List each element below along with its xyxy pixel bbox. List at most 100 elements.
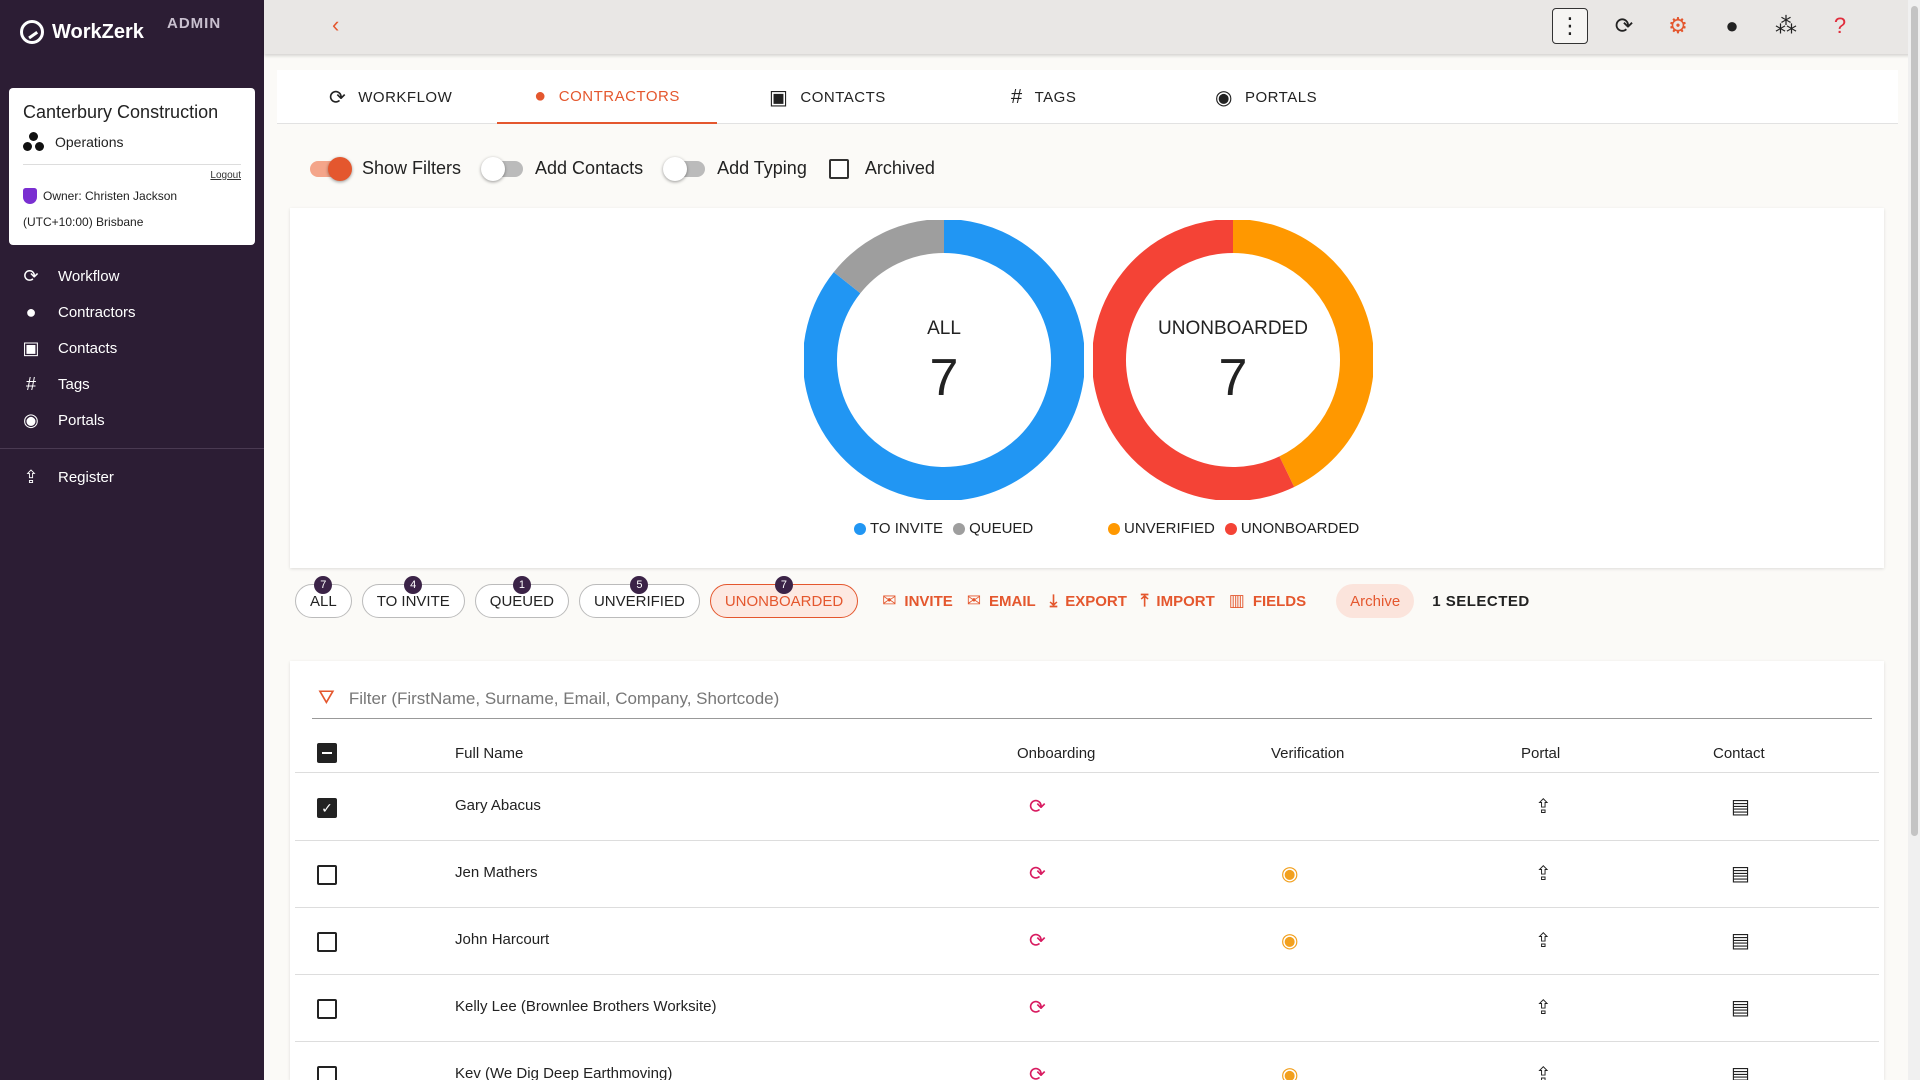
- table-row[interactable]: ✓ Gary Abacus ⟳ ⇪ ▤: [295, 774, 1879, 841]
- verification-pin-icon[interactable]: ◉: [1281, 1064, 1299, 1080]
- row-checkbox[interactable]: [317, 932, 337, 952]
- contact-file-icon[interactable]: ▤: [1731, 1064, 1750, 1080]
- sidebar-nav: ⟳ Workflow ● Contractors ▣ Contacts # Ta…: [0, 258, 264, 495]
- contact-file-icon[interactable]: ▤: [1731, 930, 1750, 952]
- portal-icon[interactable]: ⇪: [1535, 930, 1552, 952]
- brand-logo[interactable]: WorkZerk: [20, 20, 144, 44]
- onboarding-icon[interactable]: ⟳: [1029, 997, 1046, 1019]
- donut-slice-to-invite[interactable]: [804, 220, 1084, 500]
- email-button[interactable]: ✉ EMAIL: [967, 591, 1036, 611]
- donut-slice-queued[interactable]: [833, 220, 945, 294]
- archived-checkbox[interactable]: [828, 158, 849, 179]
- account-circle-icon: ●: [534, 84, 547, 107]
- row-full-name[interactable]: Kev (We Dig Deep Earthmoving): [455, 1065, 673, 1080]
- tab-workflow[interactable]: ⟳ WORKFLOW: [329, 70, 452, 124]
- contact-file-icon[interactable]: ▤: [1731, 863, 1750, 885]
- row-checkbox[interactable]: [317, 1066, 337, 1080]
- sidebar-item-contacts[interactable]: ▣ Contacts: [0, 330, 264, 366]
- legend-label: UNONBOARDED: [1240, 520, 1360, 537]
- chip-unverified[interactable]: 5 UNVERIFIED: [578, 576, 700, 618]
- verification-pin-icon[interactable]: ◉: [1281, 930, 1299, 952]
- group-icon[interactable]: ⁂: [1775, 13, 1797, 38]
- contact-file-icon[interactable]: ▤: [1731, 796, 1750, 818]
- contact-file-icon[interactable]: ▤: [1731, 997, 1750, 1019]
- more-vert-icon[interactable]: ⋮: [1552, 8, 1588, 44]
- col-portal[interactable]: Portal: [1521, 745, 1561, 762]
- onboarding-icon[interactable]: ⟳: [1029, 863, 1046, 885]
- sidebar-item-workflow[interactable]: ⟳ Workflow: [0, 258, 264, 294]
- row-full-name[interactable]: Jen Mathers: [455, 864, 538, 881]
- archive-button[interactable]: Archive: [1336, 584, 1415, 618]
- chip-to-invite[interactable]: 4 TO INVITE: [361, 576, 465, 618]
- donut-chart-all: [804, 220, 1084, 500]
- donut-slice-unonboarded[interactable]: [1093, 220, 1295, 500]
- gear-icon[interactable]: ⚙: [1668, 13, 1688, 38]
- row-full-name[interactable]: John Harcourt: [455, 931, 550, 948]
- page-scrollbar[interactable]: [1908, 0, 1920, 1080]
- chip-count-badge: 5: [630, 576, 649, 594]
- legend-item[interactable]: QUEUED: [953, 520, 1033, 537]
- legend-item[interactable]: UNONBOARDED: [1224, 520, 1360, 537]
- col-contact[interactable]: Contact: [1713, 745, 1765, 762]
- filter-input[interactable]: [348, 688, 1749, 709]
- table-row[interactable]: John Harcourt ⟳ ◉ ⇪ ▤: [295, 908, 1879, 975]
- select-all-checkbox[interactable]: [317, 743, 337, 763]
- row-checkbox[interactable]: [317, 865, 337, 885]
- donut-chart-unonboarded: [1093, 220, 1373, 500]
- chip-unonboarded[interactable]: 7 UNONBOARDED: [709, 576, 859, 618]
- logout-link[interactable]: Logout: [210, 170, 241, 181]
- add-contacts-label: Add Contacts: [535, 158, 644, 178]
- row-full-name[interactable]: Gary Abacus: [455, 797, 541, 814]
- sidebar-item-portals[interactable]: ◉ Portals: [0, 402, 264, 438]
- chip-queued[interactable]: 1 QUEUED: [474, 576, 569, 618]
- chip-label: UNVERIFIED: [593, 592, 685, 610]
- table-row[interactable]: Kev (We Dig Deep Earthmoving) ⟳ ◉ ⇪ ▤: [295, 1042, 1879, 1080]
- sidebar-item-contractors[interactable]: ● Contractors: [0, 294, 264, 330]
- workflow-icon[interactable]: ⟳: [1614, 13, 1634, 38]
- tab-label: CONTACTS: [800, 88, 886, 106]
- col-full-name[interactable]: Full Name: [455, 745, 524, 762]
- export-label: EXPORT: [1065, 592, 1127, 610]
- legend-label: QUEUED: [969, 520, 1034, 537]
- verification-pin-icon[interactable]: ◉: [1281, 863, 1299, 885]
- onboarding-icon[interactable]: ⟳: [1029, 796, 1046, 818]
- donut-slice-unverified[interactable]: [1232, 220, 1373, 488]
- add-typing-toggle[interactable]: [663, 156, 706, 181]
- help-icon[interactable]: ?: [1833, 13, 1847, 38]
- chevron-left-icon[interactable]: ‹: [332, 12, 340, 37]
- card-divider: [23, 164, 241, 165]
- legend-item[interactable]: TO INVITE: [854, 520, 943, 537]
- portal-icon[interactable]: ⇪: [1535, 796, 1552, 818]
- show-filters-toggle[interactable]: [310, 156, 352, 181]
- account-icon[interactable]: ●: [1725, 13, 1739, 38]
- sidebar-item-tags[interactable]: # Tags: [0, 366, 264, 402]
- row-checkbox[interactable]: ✓: [317, 798, 337, 818]
- table-row[interactable]: Kelly Lee (Brownlee Brothers Worksite) ⟳…: [295, 975, 1879, 1042]
- contacts-icon: ▣: [22, 337, 40, 358]
- scrollbar-thumb[interactable]: [1911, 6, 1918, 836]
- chip-all[interactable]: 7 ALL: [295, 576, 352, 618]
- col-verification[interactable]: Verification: [1271, 745, 1345, 762]
- onboarding-icon[interactable]: ⟳: [1029, 1064, 1046, 1080]
- portal-icon[interactable]: ⇪: [1535, 863, 1552, 885]
- tab-contacts[interactable]: ▣ CONTACTS: [769, 70, 886, 124]
- add-contacts-toggle[interactable]: [481, 156, 524, 181]
- invite-button[interactable]: ✉ INVITE: [882, 591, 953, 611]
- sidebar-item-register[interactable]: ⇪ Register: [0, 459, 264, 495]
- tab-portals[interactable]: ◉ PORTALS: [1215, 70, 1317, 124]
- portal-icon[interactable]: ⇪: [1535, 997, 1552, 1019]
- export-button[interactable]: ⤓ EXPORT: [1050, 591, 1127, 611]
- row-checkbox[interactable]: [317, 999, 337, 1019]
- tab-contractors[interactable]: ● CONTRACTORS: [497, 70, 717, 124]
- columns-icon: ▥: [1228, 591, 1245, 610]
- chip-label: QUEUED: [489, 592, 554, 610]
- row-full-name[interactable]: Kelly Lee (Brownlee Brothers Worksite): [455, 998, 717, 1015]
- import-button[interactable]: ⤒ IMPORT: [1141, 591, 1215, 611]
- onboarding-icon[interactable]: ⟳: [1029, 930, 1046, 952]
- col-onboarding[interactable]: Onboarding: [1017, 745, 1096, 762]
- legend-item[interactable]: UNVERIFIED: [1108, 520, 1215, 537]
- fields-button[interactable]: ▥ FIELDS: [1229, 591, 1306, 611]
- portal-icon[interactable]: ⇪: [1535, 1064, 1552, 1080]
- table-row[interactable]: Jen Mathers ⟳ ◉ ⇪ ▤: [295, 841, 1879, 908]
- tab-tags[interactable]: # TAGS: [1011, 70, 1076, 124]
